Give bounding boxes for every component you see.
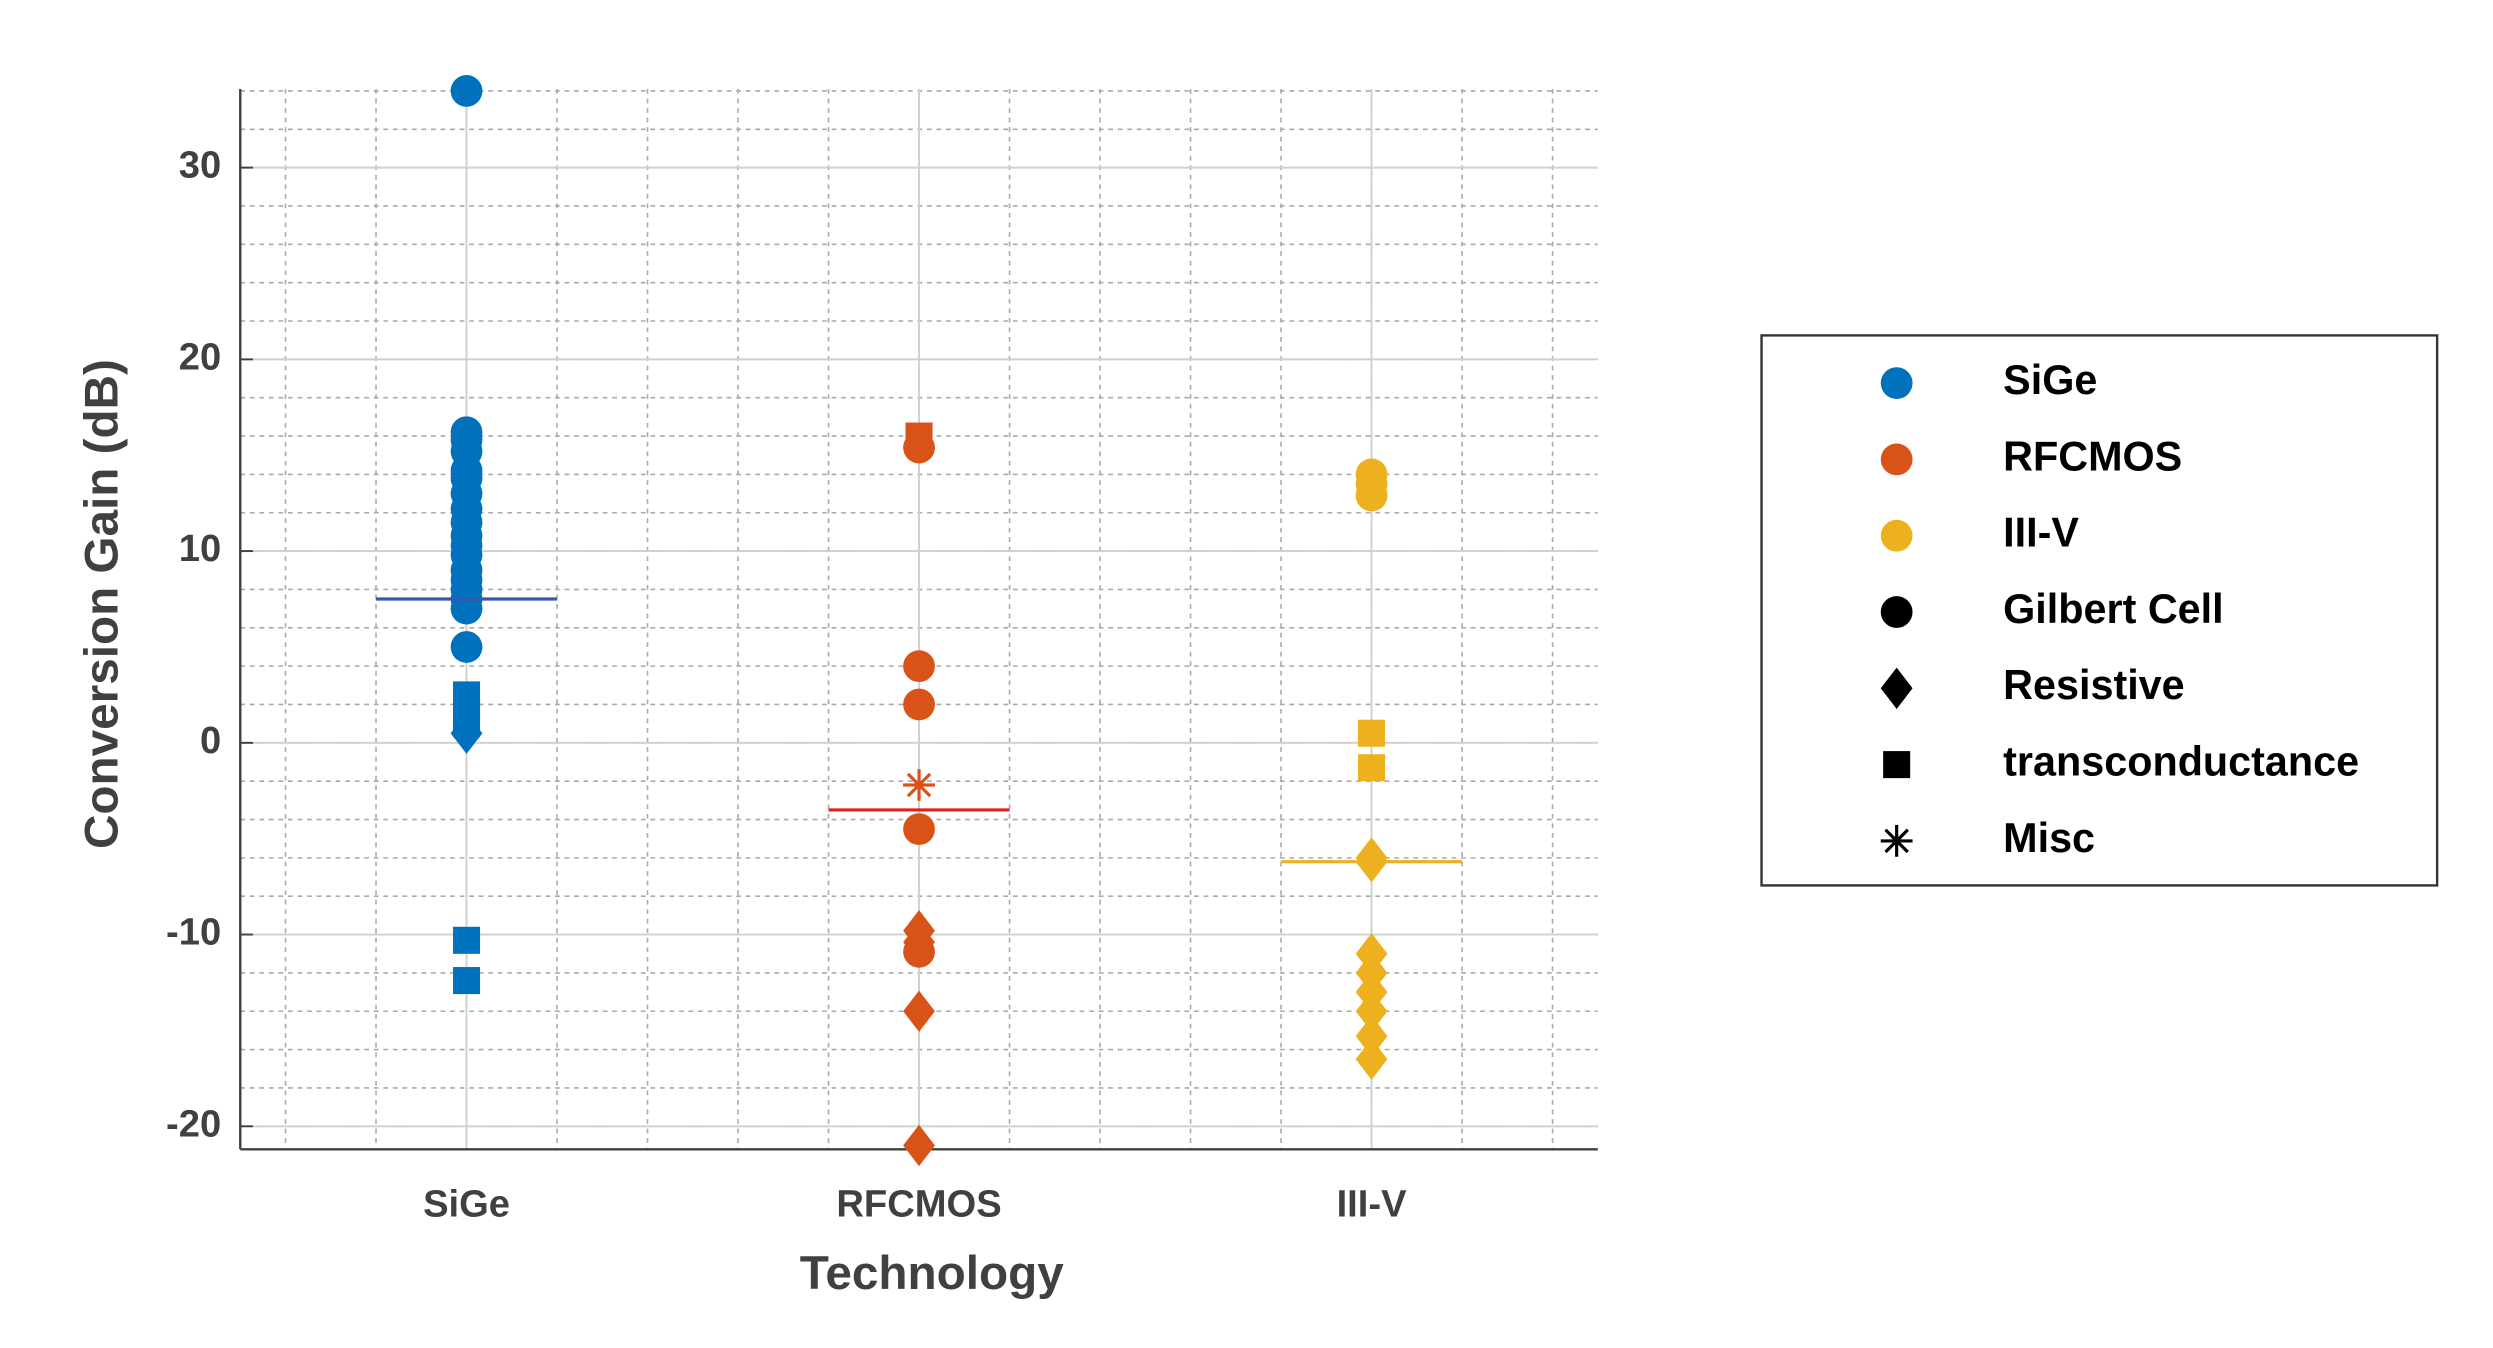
legend-label: III-V [2003, 510, 2079, 556]
data-point [1355, 1038, 1388, 1080]
legend-marker [1880, 367, 1913, 399]
data-point [903, 1124, 935, 1167]
legend-label: Resistive [2003, 662, 2184, 708]
data-point [450, 592, 483, 625]
x-tick-label: RFCMOS [836, 1183, 1001, 1226]
data-point [453, 926, 481, 954]
x-tick-label: SiGe [423, 1183, 510, 1226]
legend-marker [1880, 825, 1913, 857]
data-point [903, 769, 935, 801]
x-axis-label: Technology [800, 1247, 1064, 1300]
data-point [1355, 837, 1388, 879]
legend-label: Gilbert Cell [2003, 586, 2223, 632]
legend-label: SiGe [2003, 357, 2097, 403]
y-tick-label: 30 [179, 144, 221, 187]
data-point [903, 935, 935, 968]
data-point [1355, 479, 1388, 512]
legend-box [1760, 334, 2439, 887]
data-point [903, 990, 935, 1032]
y-tick-label: 0 [200, 719, 221, 762]
data-point [903, 813, 935, 846]
legend-marker [1880, 519, 1913, 552]
legend-marker [1880, 596, 1913, 628]
legend-marker [1880, 443, 1913, 476]
y-axis-label: Conversion Gain (dB) [76, 359, 129, 849]
data-point [1355, 990, 1388, 1032]
legend-label: RFCMOS [2003, 433, 2182, 479]
legend-marker [1883, 751, 1911, 779]
legend-label: transconductance [2003, 739, 2359, 785]
data-point [450, 631, 483, 663]
y-tick-label: -20 [166, 1102, 221, 1145]
legend-marker [1880, 667, 1913, 709]
data-point [903, 431, 935, 464]
legend-label: Misc [2003, 815, 2095, 861]
data-point [1358, 754, 1386, 782]
data-point [903, 650, 935, 683]
y-tick-label: 20 [179, 335, 221, 378]
data-point [450, 75, 483, 107]
x-tick-label: III-V [1337, 1183, 1407, 1226]
data-point [903, 688, 935, 721]
y-tick-label: -10 [166, 911, 221, 954]
data-point [453, 967, 481, 995]
data-point [1358, 719, 1386, 747]
y-tick-label: 10 [179, 527, 221, 570]
